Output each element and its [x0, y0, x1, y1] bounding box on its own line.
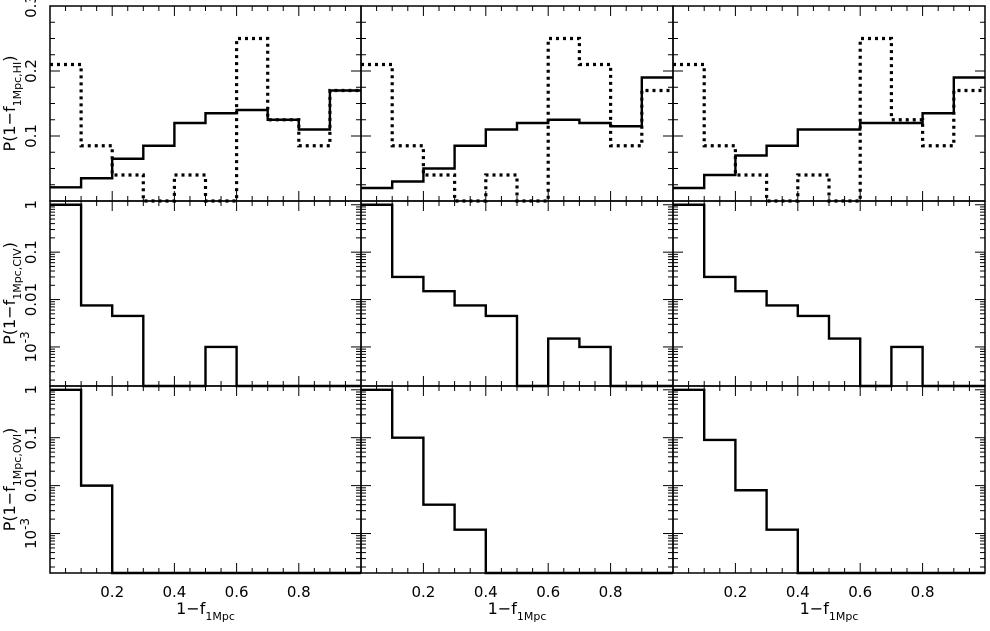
- panel-frame-r2-c2: [672, 385, 986, 574]
- solid-histogram-r2-c0: [50, 388, 361, 575]
- x-tick-label: 0.4: [162, 583, 186, 601]
- panel-frame-r0-c1: [360, 5, 674, 202]
- dotted-histogram-r0-c1: [361, 36, 673, 203]
- x-tick-label: 0.4: [786, 583, 810, 601]
- solid-histogram-r0-c2: [673, 76, 985, 190]
- y-tick-label: 1: [22, 200, 40, 210]
- y-axis-label-row-2: P(1−f1Mpc,OVI): [0, 428, 24, 532]
- y-tick-label: 0.1: [22, 426, 40, 450]
- x-tick-label: 0.8: [599, 583, 623, 601]
- x-tick-label: 0.6: [536, 583, 560, 601]
- solid-histogram-r1-c0: [50, 203, 361, 388]
- panel-frame-r2-c1: [360, 385, 674, 574]
- x-axis-label: 1−f1Mpc: [176, 599, 235, 623]
- solid-histogram-r0-c0: [50, 89, 361, 189]
- x-axis-label: 1−f1Mpc: [800, 599, 859, 623]
- y-tick-label: 0.3: [22, 0, 40, 18]
- panel-frame-r1-c2: [672, 200, 986, 387]
- x-tick-label: 0.2: [723, 583, 747, 601]
- y-tick-label: 0.2: [22, 59, 40, 83]
- x-tick-label: 0.2: [411, 583, 435, 601]
- y-tick-label: 0.1: [22, 124, 40, 148]
- y-tick-label: 10-3: [18, 331, 40, 362]
- panel-frame-r2-c0: [49, 385, 362, 574]
- solid-histogram-r1-c1: [361, 203, 673, 388]
- panel-frame-r0-c2: [672, 5, 986, 202]
- dotted-histogram-r0-c0: [50, 36, 361, 203]
- x-tick-label: 0.6: [225, 583, 249, 601]
- x-tick-label: 0.2: [100, 583, 124, 601]
- dotted-histogram-r0-c2: [673, 36, 985, 203]
- x-tick-label: 0.8: [287, 583, 311, 601]
- y-tick-label: 0.1: [22, 240, 40, 264]
- x-tick-label: 0.6: [848, 583, 872, 601]
- y-axis-label-row-0: P(1−f1Mpc,HI): [0, 56, 24, 152]
- y-axis-label-row-1: P(1−f1Mpc,CIV): [0, 242, 24, 345]
- x-tick-label: 0.4: [474, 583, 498, 601]
- y-tick-label: 0.01: [22, 283, 40, 316]
- solid-histogram-r2-c1: [361, 388, 673, 575]
- solid-histogram-r1-c2: [673, 203, 985, 388]
- y-tick-label: 1: [22, 385, 40, 395]
- solid-histogram-r2-c2: [673, 388, 985, 575]
- solid-histogram-r0-c1: [361, 76, 673, 190]
- x-tick-label: 0.8: [911, 583, 935, 601]
- x-axis-label: 1−f1Mpc: [488, 599, 547, 623]
- panel-frame-r0-c0: [49, 5, 362, 202]
- y-tick-label: 0.01: [22, 469, 40, 502]
- y-tick-label: 10-3: [18, 518, 40, 549]
